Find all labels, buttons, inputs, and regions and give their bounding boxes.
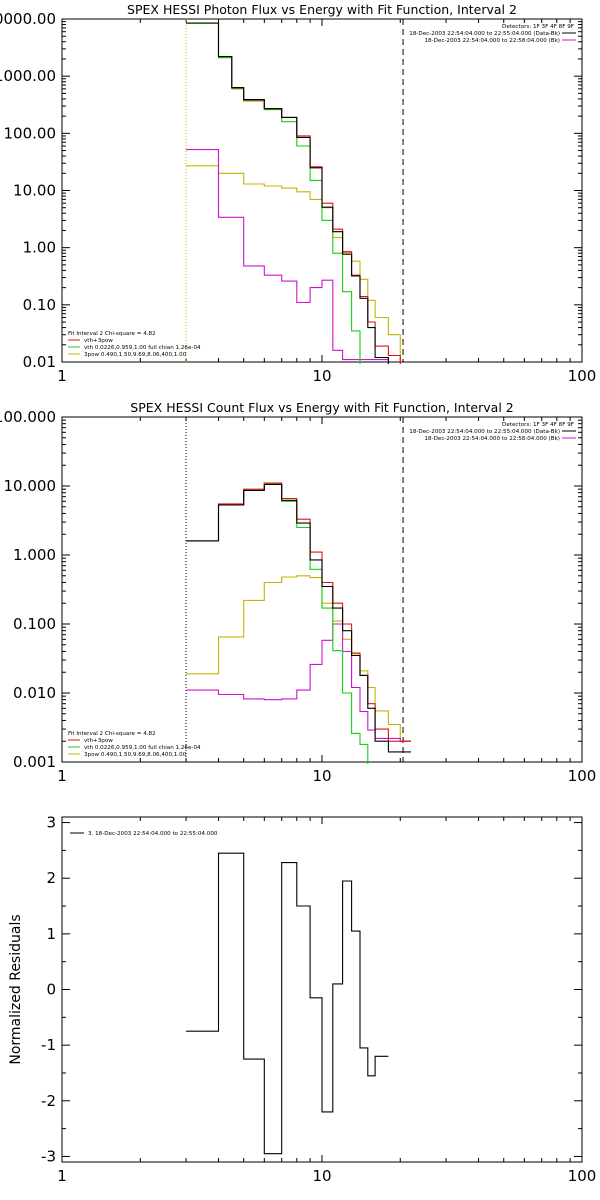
series-vth-3pow bbox=[186, 482, 411, 742]
y-tick-label: -3 bbox=[41, 1147, 56, 1165]
y-tick-label: 10.00 bbox=[13, 182, 56, 200]
y-tick-label: 10.000 bbox=[4, 477, 57, 495]
y-tick-label: -2 bbox=[41, 1092, 56, 1110]
series-vth bbox=[186, 483, 369, 764]
series-vth-3pow bbox=[186, 22, 401, 364]
x-tick-label: 1 bbox=[57, 767, 67, 785]
legend-entry: vth 0.0226,0.959,1.00 full chian 1.26e-0… bbox=[84, 345, 201, 351]
y-tick-label: 10000.00 bbox=[0, 10, 56, 28]
series-3pow bbox=[186, 575, 411, 742]
series-bk bbox=[186, 623, 411, 742]
y-tick-label: 0.01 bbox=[23, 353, 56, 371]
y-tick-label: 1 bbox=[46, 925, 56, 943]
series-data-bk bbox=[186, 483, 411, 753]
chart-title: SPEX HESSI Photon Flux vs Energy with Fi… bbox=[127, 2, 517, 17]
legend-entry: 18-Dec-2003 22:54:04.000 to 22:58:04.000… bbox=[424, 436, 560, 442]
x-tick-label: 10 bbox=[312, 767, 331, 785]
y-tick-label: 3 bbox=[46, 814, 56, 832]
y-tick-label: -1 bbox=[41, 1036, 56, 1054]
legend-entry: Detectors: 1F 3F 4F 8F 9F bbox=[502, 422, 574, 428]
y-tick-label: 1000.00 bbox=[0, 67, 56, 85]
y-tick-label: 2 bbox=[46, 869, 56, 887]
legend-entry: vth 0.0226,0.959,1.00 full chian 1.26e-0… bbox=[84, 745, 201, 751]
y-tick-label: 0.10 bbox=[23, 296, 56, 314]
x-tick-label: 1 bbox=[57, 1167, 67, 1185]
legend-entry: 18-Dec-2003 22:54:04.000 to 22:58:04.000… bbox=[424, 38, 560, 44]
x-tick-label: 10 bbox=[312, 367, 331, 385]
legend-entry: 3. 18-Dec-2003 22:54:04.000 to 22:55:04.… bbox=[88, 831, 218, 837]
y-tick-label: 100.000 bbox=[0, 408, 56, 426]
x-tick-label: 100 bbox=[568, 367, 597, 385]
y-tick-label: 0 bbox=[46, 981, 56, 999]
legend-entry: Fit Interval 2 Chi-square = 4.82 bbox=[68, 331, 156, 337]
series-bk bbox=[186, 149, 389, 364]
x-tick-label: 100 bbox=[568, 1167, 597, 1185]
series-vth bbox=[186, 22, 361, 364]
legend-entry: vth+3pow bbox=[84, 738, 113, 744]
legend-entry: 3pow 0.490,1.50,9.69,8.06,400,1.00 bbox=[84, 752, 187, 758]
legend-entry: 18-Dec-2003 22:54:04.000 to 22:55:04.000… bbox=[409, 429, 560, 435]
chart-title: SPEX HESSI Count Flux vs Energy with Fit… bbox=[130, 400, 513, 415]
legend-entry: Detectors: 1F 3F 4F 8F 9F bbox=[502, 24, 574, 30]
y-tick-label: 100.00 bbox=[4, 124, 57, 142]
legend-entry: 3pow 0.490,1.50,9.69,8.06,400,1.00 bbox=[84, 352, 187, 358]
y-tick-label: 1.000 bbox=[13, 546, 56, 564]
legend-entry: vth+3pow bbox=[84, 338, 113, 344]
series-3pow bbox=[186, 165, 401, 364]
x-tick-label: 10 bbox=[312, 1167, 331, 1185]
legend-entry: Fit Interval 2 Chi-square = 4.82 bbox=[68, 731, 156, 737]
y-tick-label: 1.00 bbox=[23, 239, 56, 257]
x-tick-label: 1 bbox=[57, 367, 67, 385]
y-axis-label: Normalized Residuals bbox=[8, 914, 24, 1064]
y-tick-label: 0.010 bbox=[13, 684, 56, 702]
series-residuals bbox=[186, 852, 389, 1155]
y-tick-label: 0.100 bbox=[13, 615, 56, 633]
y-tick-label: 0.001 bbox=[13, 753, 56, 771]
series-data-bk bbox=[186, 22, 389, 364]
legend-entry: 18-Dec-2003 22:54:04.000 to 22:55:04.000… bbox=[409, 31, 560, 37]
x-tick-label: 100 bbox=[568, 767, 597, 785]
